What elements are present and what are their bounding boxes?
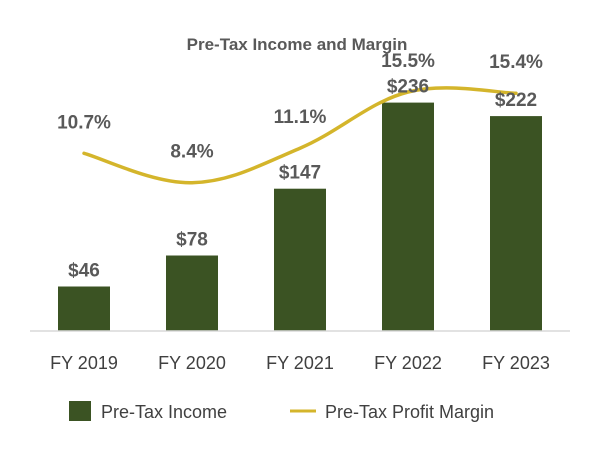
legend-swatch-pre-tax-income [69,401,91,421]
bar-value-label-fy-2021: $147 [279,163,321,184]
margin-value-label-fy-2020: 8.4% [170,142,213,163]
margin-value-label-fy-2022: 15.5% [381,51,435,72]
bar-fy-2022 [382,102,434,331]
margin-value-label-fy-2021: 11.1% [274,107,327,128]
x-tick-label-fy-2021: FY 2021 [266,353,334,373]
legend-label-pre-tax-profit-margin: Pre-Tax Profit Margin [325,402,494,422]
bars-layer [58,102,542,331]
chart-title: Pre-Tax Income and Margin [187,35,408,54]
margin-value-label-fy-2019: 10.7% [57,112,111,133]
x-tick-label-fy-2019: FY 2019 [50,353,118,373]
legend: Pre-Tax Income Pre-Tax Profit Margin [69,401,494,422]
x-tick-label-fy-2020: FY 2020 [158,353,226,373]
bar-value-label-fy-2019: $46 [68,261,100,282]
x-tick-label-fy-2022: FY 2022 [374,353,442,373]
margin-value-label-fy-2023: 15.4% [489,52,543,73]
x-tick-label-fy-2023: FY 2023 [482,353,550,373]
bar-value-label-fy-2020: $78 [176,230,208,251]
x-tick-labels: FY 2019 FY 2020 FY 2021 FY 2022 FY 2023 [50,353,550,373]
legend-label-pre-tax-income: Pre-Tax Income [101,402,227,422]
bar-value-label-fy-2022: $236 [387,77,429,98]
margin-line-layer [82,86,518,185]
margin-line [82,86,518,185]
bar-fy-2023 [490,116,542,331]
bar-value-label-fy-2023: $222 [495,90,537,111]
bar-fy-2020 [166,255,218,331]
bar-fy-2019 [58,286,110,331]
bar-fy-2021 [274,188,326,331]
labels-layer: $46 $78 $147 $236 $222 10.7% 8.4% 11.1% 15.5% 15.… [57,51,543,282]
